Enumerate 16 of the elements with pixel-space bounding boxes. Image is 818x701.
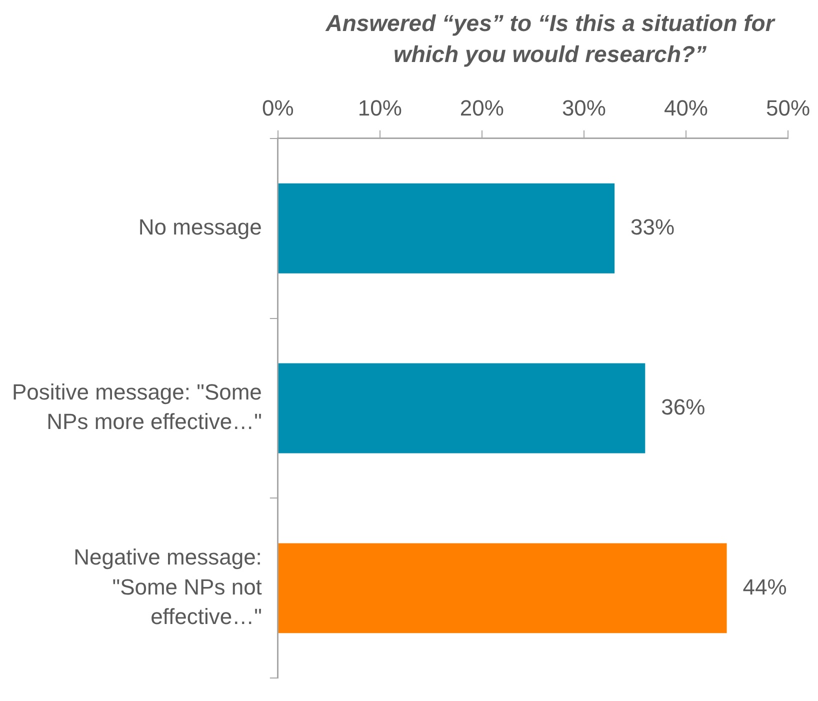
x-tick-label: 30% — [562, 95, 606, 120]
y-tick-label: Negative message: "Some NPs not effective…" — [74, 544, 262, 629]
chart-title: Answered “yes” to “Is this a situation for which you would research?” — [324, 9, 776, 69]
x-tick-label: 0% — [262, 95, 294, 120]
y-tick-label: Positive message: "Some NPs more effective…" — [12, 379, 262, 434]
bar — [278, 183, 615, 274]
data-label: 36% — [661, 394, 706, 420]
x-tick-label: 10% — [358, 95, 402, 120]
data-label: 44% — [742, 574, 787, 600]
y-tick-label: No message — [138, 214, 262, 240]
x-tick-label: 50% — [766, 95, 810, 120]
x-tick-label: 40% — [664, 95, 708, 120]
bar — [278, 363, 646, 454]
x-tick-label: 20% — [460, 95, 504, 120]
data-label: 33% — [630, 214, 675, 240]
bar — [278, 543, 727, 634]
